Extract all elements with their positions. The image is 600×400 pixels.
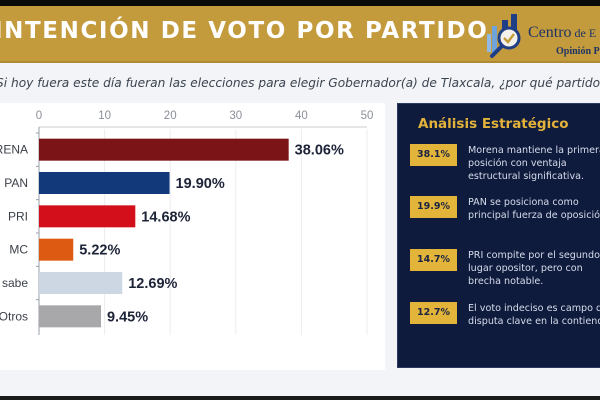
bar-pan	[39, 172, 170, 194]
bar-mc	[39, 238, 74, 261]
x-tick-label: 30	[229, 110, 242, 122]
chart-panel: 0 10 20 30 40 50 MORENA 38.06% PAN 19.90% PRI 14.68…	[0, 103, 385, 370]
analytics-magnifier-logo-icon	[487, 14, 521, 58]
brand-name-rest: de E	[571, 26, 597, 40]
category-label: MORENA	[0, 143, 28, 157]
bar-no-sabe	[39, 272, 123, 294]
logo-bar	[502, 20, 508, 34]
logo-bar	[511, 14, 517, 34]
logo-bar	[492, 26, 497, 54]
logo-handle	[490, 44, 504, 58]
insight-text: PRI compite por el segundo lugar oposito…	[468, 250, 600, 287]
top-border	[0, 0, 600, 6]
insight-badge: 12.7%	[410, 302, 457, 324]
category-label: No sabe	[0, 276, 28, 290]
x-tick-label: 40	[295, 110, 308, 122]
category-label: PRI	[8, 209, 28, 223]
insight-badge: 14.7%	[410, 249, 457, 271]
value-label: 5.22%	[79, 243, 120, 259]
analysis-panel: Análisis Estratégico 38.1% Morena mantie…	[397, 103, 600, 368]
x-tick-label: 0	[36, 110, 42, 122]
logo-bar	[487, 34, 491, 52]
x-tick-label: 10	[98, 110, 111, 122]
check-icon	[503, 33, 515, 44]
bottom-border	[0, 396, 600, 400]
x-tick-label: 50	[361, 110, 374, 122]
logo-lens	[497, 26, 521, 50]
page-title: INTENCIÓN DE VOTO POR PARTIDO	[0, 18, 489, 44]
header-banner: INTENCIÓN DE VOTO POR PARTIDO Centro de …	[0, 6, 600, 63]
brand-subtitle: Opinión P	[556, 46, 600, 57]
category-label: Otros	[0, 309, 28, 323]
value-label: 14.68%	[141, 209, 190, 225]
category-label: MC	[9, 243, 28, 257]
insight-text: El voto indeciso es campo de disputa cla…	[468, 303, 600, 327]
analysis-title: Análisis Estratégico	[418, 116, 569, 132]
brand-name: Centro de E	[528, 24, 596, 42]
bar-pri	[39, 205, 136, 228]
insight-text: PAN se posiciona como principal fuerza d…	[468, 197, 600, 221]
value-label: 38.06%	[295, 143, 344, 159]
insight-badge: 19.9%	[410, 196, 457, 218]
value-label: 12.69%	[128, 276, 177, 292]
category-label: PAN	[4, 176, 28, 190]
value-label: 19.90%	[176, 176, 225, 192]
survey-question: Si hoy fuera este día fueran las eleccio…	[0, 76, 600, 90]
bar-otros	[39, 305, 101, 328]
bar-chart: 0 10 20 30 40 50 MORENA 38.06% PAN 19.90% PRI 14.68…	[0, 110, 374, 335]
bar-morena	[39, 138, 289, 161]
x-tick-label: 20	[164, 110, 177, 122]
value-label: 9.45%	[107, 309, 148, 325]
brand-name-main: Centro	[528, 24, 572, 41]
insight-badge: 38.1%	[410, 144, 457, 166]
insight-text: Morena mantiene la primera posición con …	[468, 145, 600, 182]
